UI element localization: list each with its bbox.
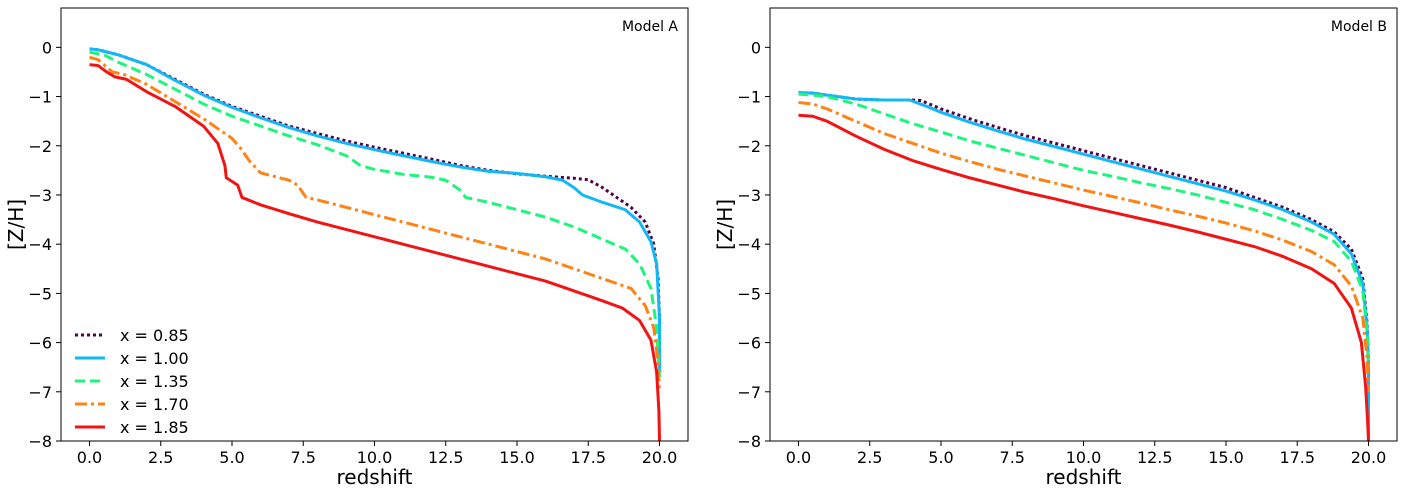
panel-label: Model A (622, 19, 678, 35)
y-tick-label: −2 (28, 137, 52, 156)
y-tick-label: −4 (28, 235, 52, 254)
y-axis-label: [Z/H] (713, 199, 737, 250)
y-tick-label: −8 (737, 432, 761, 451)
series-line-2 (89, 47, 661, 373)
series-line-4 (798, 100, 1370, 392)
chart-panel-2: 0.0 2.5 5.0 7.5 10.0 12.5 15.0 17.5 20.0 0 −1 −2 −3 −… (713, 7, 1398, 489)
y-tick-label: −5 (737, 284, 761, 303)
series-line-1 (798, 91, 1370, 363)
legend-label: x = 1.00 (120, 349, 189, 368)
plot-frame (769, 7, 1398, 442)
series-line-5 (89, 63, 661, 441)
y-tick-label: −7 (737, 383, 761, 402)
x-tick-label: 5.0 (219, 448, 244, 467)
x-tick-label: 15.0 (1208, 448, 1244, 467)
x-tick-label: 7.5 (1000, 448, 1025, 467)
y-tick-label: −7 (28, 383, 52, 402)
x-axis-label: redshift (1046, 465, 1122, 489)
y-tick-label: −8 (28, 432, 52, 451)
series-line-3 (798, 92, 1370, 368)
x-tick-label: 12.5 (1137, 448, 1173, 467)
x-tick-label: 12.5 (428, 448, 464, 467)
y-tick-label: −3 (737, 186, 761, 205)
x-tick-label: 0.0 (77, 448, 102, 467)
x-axis-label: redshift (337, 465, 413, 489)
series-line-3 (89, 50, 661, 378)
y-tick-label: −4 (737, 235, 761, 254)
chart-panel-1: 0.0 2.5 5.0 7.5 10.0 12.5 15.0 17.5 20.0 0 −1 −2 −3 −… (4, 7, 689, 489)
legend-label: x = 0.85 (120, 326, 189, 345)
x-tick-label: 2.5 (857, 448, 882, 467)
legend-label: x = 1.85 (120, 418, 189, 437)
y-tick-label: −5 (28, 284, 52, 303)
x-tick-label: 5.0 (928, 448, 953, 467)
x-tick-label: 2.5 (148, 448, 173, 467)
x-tick-label: 7.5 (291, 448, 316, 467)
x-tick-label: 17.5 (570, 448, 606, 467)
y-tick-label: −2 (737, 137, 761, 156)
x-tick-label: 0.0 (786, 448, 811, 467)
y-tick-label: 0 (42, 38, 52, 57)
x-tick-label: 17.5 (1279, 448, 1315, 467)
y-tick-label: −1 (737, 88, 761, 107)
legend-label: x = 1.70 (120, 395, 189, 414)
y-tick-label: −3 (28, 186, 52, 205)
series-line-5 (798, 113, 1370, 441)
x-tick-label: 20.0 (642, 448, 678, 467)
series-line-2 (798, 91, 1370, 441)
y-tick-label: −6 (737, 334, 761, 353)
y-tick-label: 0 (751, 38, 761, 57)
y-tick-label: −6 (28, 334, 52, 353)
x-tick-label: 10.0 (1066, 448, 1102, 467)
x-tick-label: 15.0 (499, 448, 535, 467)
y-axis-label: [Z/H] (4, 199, 28, 250)
y-tick-label: −1 (28, 88, 52, 107)
series-line-4 (89, 55, 661, 392)
x-tick-label: 10.0 (357, 448, 393, 467)
x-tick-label: 20.0 (1351, 448, 1387, 467)
panel-label: Model B (1331, 19, 1387, 35)
legend-label: x = 1.35 (120, 372, 189, 391)
legend: x = 0.85 x = 1.00 x = 1.35 x = 1.70 x = 1.85 (75, 326, 189, 437)
